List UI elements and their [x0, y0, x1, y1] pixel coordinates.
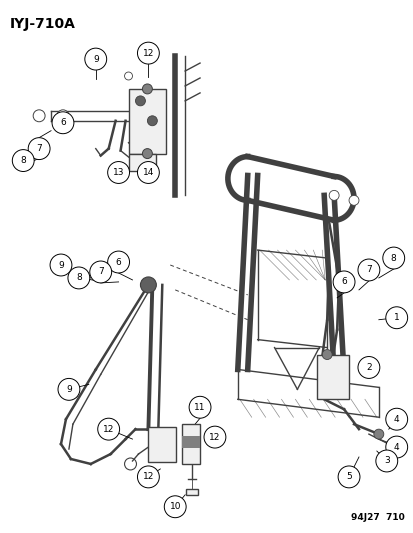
Text: 14: 14	[142, 168, 154, 177]
Text: 13: 13	[113, 168, 124, 177]
Text: 9: 9	[66, 385, 71, 394]
Circle shape	[389, 440, 397, 448]
Circle shape	[142, 84, 152, 94]
Circle shape	[85, 48, 107, 70]
FancyBboxPatch shape	[182, 436, 199, 448]
Text: 11: 11	[194, 403, 205, 412]
Circle shape	[385, 436, 407, 458]
Circle shape	[52, 112, 74, 134]
Text: 10: 10	[169, 502, 180, 511]
Text: 4: 4	[393, 415, 399, 424]
Circle shape	[382, 247, 404, 269]
Circle shape	[97, 418, 119, 440]
Circle shape	[140, 277, 156, 293]
Circle shape	[328, 190, 338, 200]
Circle shape	[12, 150, 34, 172]
Text: 7: 7	[365, 265, 371, 274]
Circle shape	[348, 196, 358, 205]
Text: 4: 4	[393, 442, 399, 451]
Text: 7: 7	[36, 144, 42, 153]
Circle shape	[375, 450, 397, 472]
Circle shape	[124, 72, 132, 80]
FancyBboxPatch shape	[128, 89, 166, 154]
Circle shape	[337, 466, 359, 488]
Text: 94J27  710: 94J27 710	[350, 513, 404, 522]
Text: 6: 6	[60, 118, 66, 127]
Circle shape	[189, 397, 211, 418]
Circle shape	[357, 259, 379, 281]
Text: 5: 5	[345, 472, 351, 481]
Circle shape	[147, 116, 157, 126]
Circle shape	[373, 429, 383, 439]
Circle shape	[107, 251, 129, 273]
Circle shape	[135, 96, 145, 106]
Circle shape	[321, 350, 331, 360]
Text: IYJ-710A: IYJ-710A	[9, 17, 75, 31]
Text: 8: 8	[390, 254, 396, 263]
Circle shape	[57, 110, 69, 122]
Circle shape	[385, 408, 407, 430]
Text: 7: 7	[97, 268, 103, 277]
Text: 6: 6	[116, 257, 121, 266]
Circle shape	[137, 161, 159, 183]
Text: 2: 2	[365, 363, 371, 372]
Text: 12: 12	[142, 472, 154, 481]
Text: 12: 12	[209, 433, 220, 442]
Text: 9: 9	[93, 54, 98, 63]
Circle shape	[107, 161, 129, 183]
Circle shape	[58, 378, 80, 400]
Circle shape	[357, 357, 379, 378]
Circle shape	[28, 138, 50, 159]
FancyBboxPatch shape	[128, 154, 156, 172]
Circle shape	[385, 307, 407, 329]
Circle shape	[142, 149, 152, 158]
Circle shape	[204, 426, 225, 448]
Circle shape	[90, 261, 112, 283]
Text: 12: 12	[103, 425, 114, 434]
Text: 3: 3	[383, 456, 389, 465]
Circle shape	[50, 254, 72, 276]
FancyBboxPatch shape	[186, 489, 197, 495]
FancyBboxPatch shape	[148, 427, 176, 462]
Circle shape	[332, 271, 354, 293]
Circle shape	[137, 466, 159, 488]
Text: 8: 8	[76, 273, 81, 282]
FancyBboxPatch shape	[316, 354, 348, 399]
Circle shape	[137, 42, 159, 64]
FancyBboxPatch shape	[182, 424, 199, 464]
Text: 6: 6	[340, 277, 346, 286]
Circle shape	[33, 110, 45, 122]
Text: 12: 12	[142, 49, 154, 58]
Text: 8: 8	[20, 156, 26, 165]
Circle shape	[164, 496, 186, 518]
Text: 1: 1	[393, 313, 399, 322]
Circle shape	[68, 267, 90, 289]
Text: 9: 9	[58, 261, 64, 270]
